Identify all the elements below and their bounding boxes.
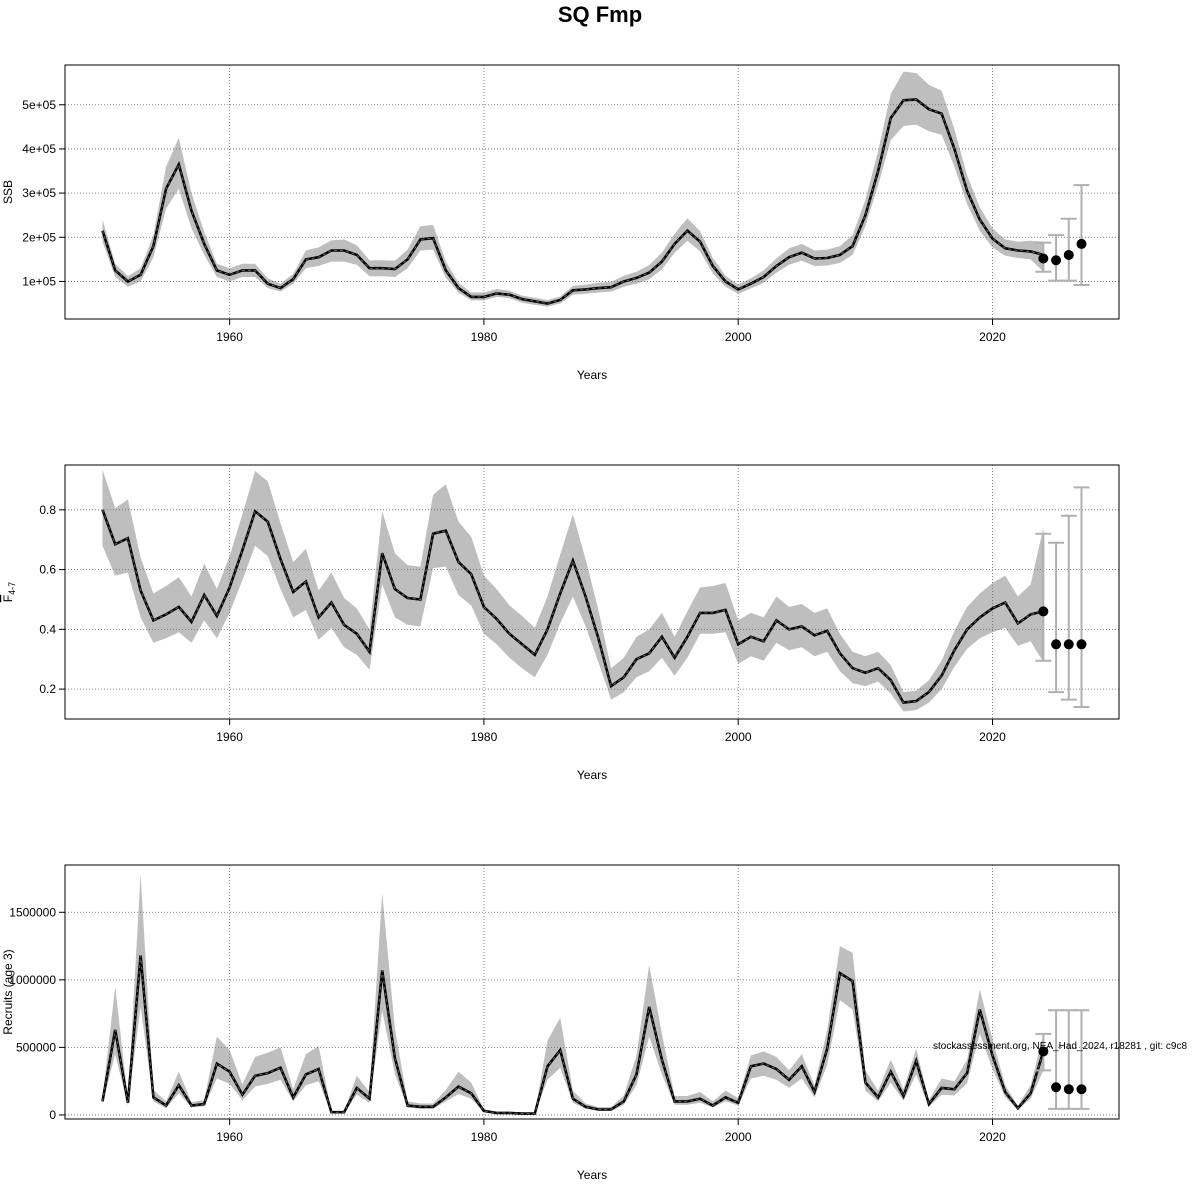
confidence-band (102, 71, 1044, 307)
x-axis-label: Years (577, 768, 607, 782)
y-tick-label: 0.2 (39, 682, 56, 696)
y-tick-label: 1000000 (9, 973, 56, 987)
projection-point (1063, 1084, 1074, 1095)
y-tick-label: 500000 (16, 1040, 56, 1054)
chart-panel-2: 1960 1980 2000 2020 0.2 0.4 0.6 0.8 Years F4-7 (1, 464, 1120, 782)
confidence-band (102, 469, 1044, 712)
x-tick-label: 2000 (725, 730, 752, 744)
projection-point (1051, 1082, 1062, 1093)
estimate-line-dashed (102, 98, 1044, 305)
y-tick-label: 3e+05 (22, 186, 56, 200)
x-tick-label: 1980 (471, 730, 498, 744)
projection-point (1051, 639, 1062, 650)
projection-point (1063, 249, 1074, 260)
projection-point (1038, 606, 1049, 617)
plot-frame (64, 864, 1120, 1120)
projection-point (1051, 255, 1062, 266)
x-tick-label: 2020 (979, 1130, 1006, 1144)
y-tick-label: 4e+05 (22, 142, 56, 156)
x-tick-label: 1960 (216, 1130, 243, 1144)
chart-title: SQ Fmp (557, 2, 643, 27)
x-tick-label: 2000 (725, 330, 752, 344)
estimate-line-dashed (102, 955, 1044, 1115)
y-axis-label: F4-7 (1, 582, 17, 602)
x-axis-label: Years (577, 1168, 607, 1182)
y-tick-label: 0.8 (39, 503, 56, 517)
projection-point (1063, 639, 1074, 650)
x-tick-label: 2000 (725, 1130, 752, 1144)
chart-panel-3: 1960 1980 2000 2020 0 500000 1000000 1500000 Yea… (1, 864, 1120, 1182)
y-tick-label: 5e+05 (22, 98, 56, 112)
x-tick-label: 1980 (471, 1130, 498, 1144)
projection-point (1038, 1046, 1049, 1057)
y-tick-label: 0 (49, 1108, 56, 1122)
y-axis-label: Recruits (age 3) (1, 949, 15, 1034)
y-tick-label: 0.4 (39, 622, 56, 636)
estimate-line-dashed (102, 509, 1044, 704)
x-tick-label: 1960 (216, 730, 243, 744)
x-tick-label: 2020 (979, 330, 1006, 344)
y-tick-label: 1e+05 (22, 274, 56, 288)
plot-frame (64, 464, 1120, 720)
x-axis-label: Years (577, 368, 607, 382)
projection-point (1076, 238, 1087, 249)
y-tick-label: 0.6 (39, 563, 56, 577)
y-tick-label: 1500000 (9, 905, 56, 919)
chart-panel-1: 1960 1980 2000 2020 1e+05 2e+05 3e+05 4e+05 5e+0… (1, 64, 1120, 382)
y-tick-label: 2e+05 (22, 230, 56, 244)
x-tick-label: 1980 (471, 330, 498, 344)
footer-note: stockassessment.org, NEA_Had_2024, r1828… (933, 1041, 1188, 1052)
y-axis-label: SSB (1, 180, 15, 204)
plot-frame (64, 64, 1120, 320)
projection-point (1038, 253, 1049, 264)
projection-point (1076, 639, 1087, 650)
projection-point (1076, 1084, 1087, 1095)
x-tick-label: 2020 (979, 730, 1006, 744)
confidence-band (102, 874, 1044, 1114)
x-tick-label: 1960 (216, 330, 243, 344)
